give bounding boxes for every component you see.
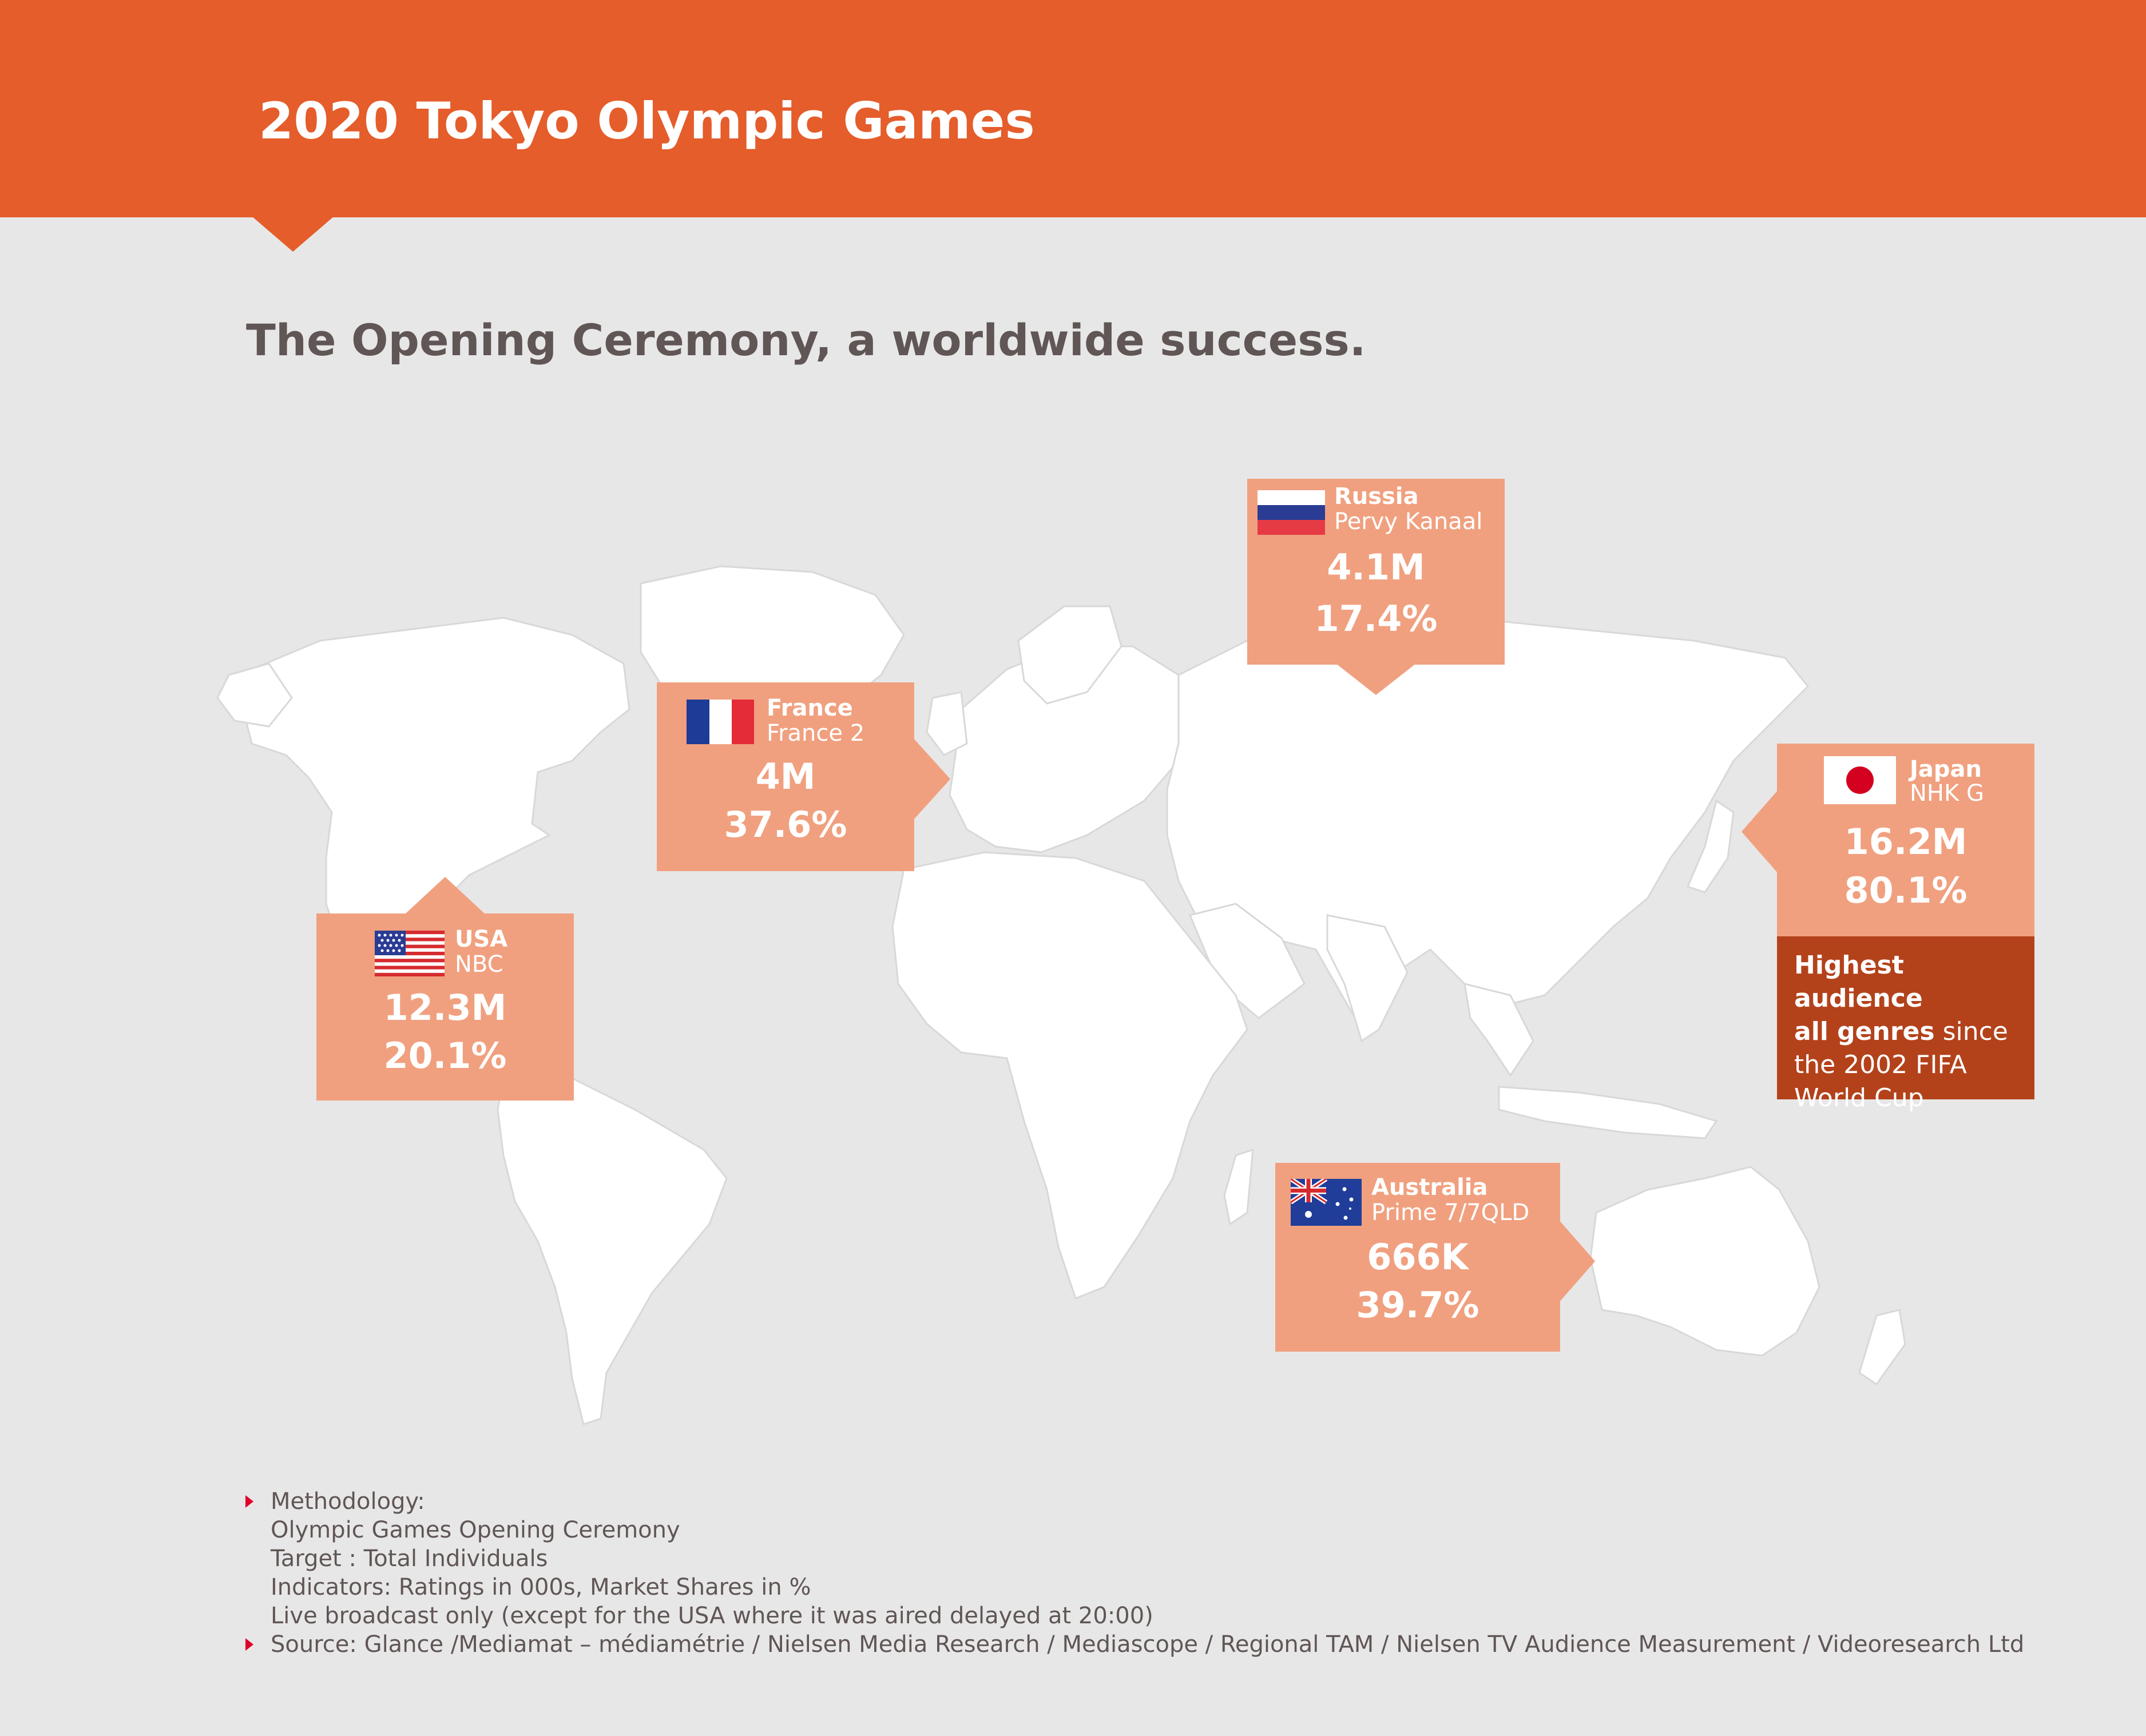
usa-flag-icon: [375, 931, 445, 976]
header-banner: [0, 0, 2146, 217]
usa-share-value: 20.1%: [383, 1035, 507, 1076]
indonesia-shape: [1498, 1086, 1718, 1139]
methodology-detail: Target : Total Individuals: [271, 1546, 548, 1572]
page-subtitle: The Opening Ceremony, a worldwide succes…: [246, 315, 1366, 366]
bullet-icon: [245, 1495, 253, 1508]
source-line: Source: Glance /Mediamat – médiamétrie /…: [243, 1630, 2024, 1659]
japan-card: Japan NHK G 16.2M 80.1%: [1777, 744, 2034, 936]
japan-note-bold-2: all genres: [1794, 1017, 1935, 1046]
source-text: Source: Glance /Mediamat – médiamétrie /…: [271, 1631, 2025, 1658]
japan-rating-value: 16.2M: [1844, 821, 1968, 863]
usa-country-label: USA: [455, 926, 508, 952]
france-rating-value: 4M: [755, 756, 816, 797]
madagascar-shape: [1223, 1148, 1254, 1226]
africa-shape: [891, 851, 1248, 1300]
japan-flag-icon: [1824, 756, 1896, 804]
france-flag-icon: [687, 700, 754, 744]
japan-note-text-3: World Cup: [1794, 1083, 1924, 1113]
japan-card-pointer: [1742, 790, 1778, 873]
header-pointer: [252, 216, 334, 252]
methodology-detail: Olympic Games Opening Ceremony: [271, 1517, 680, 1543]
south-america-shape: [497, 1074, 728, 1425]
russia-card: Russia Pervy Kanaal 4.1M 17.4%: [1247, 479, 1505, 665]
australia-country-label: Australia: [1371, 1174, 1488, 1201]
australia-card-pointer: [1559, 1220, 1595, 1302]
alaska-shape: [216, 662, 293, 728]
methodology-line: Methodology:: [243, 1487, 2024, 1516]
france-card: France France 2 4M 37.6%: [657, 682, 914, 871]
russia-country-label: Russia: [1334, 483, 1419, 510]
footnotes: Methodology: Olympic Games Opening Cerem…: [243, 1487, 2024, 1659]
france-channel-label: France 2: [767, 720, 865, 746]
russia-share-value: 17.4%: [1314, 598, 1438, 639]
australia-card: Australia Prime 7/7QLD 666K 39.7%: [1275, 1163, 1560, 1352]
scandinavia-shape: [1017, 605, 1122, 705]
japan-note-bold-1: Highest audience: [1794, 951, 1923, 1013]
australia-flag-icon: [1291, 1179, 1362, 1226]
japan-note-text-2: the 2002 FIFA: [1794, 1050, 1967, 1079]
japan-channel-label: NHK G: [1910, 780, 1984, 807]
usa-card: USA NBC 12.3M 20.1%: [316, 913, 574, 1101]
japan-shape: [1686, 799, 1735, 893]
usa-channel-label: NBC: [455, 951, 503, 978]
australia-share-value: 39.7%: [1356, 1284, 1479, 1326]
japan-highlight-note: Highest audience all genres since the 20…: [1777, 936, 2034, 1113]
new-zealand-shape: [1858, 1309, 1906, 1386]
bullet-icon: [245, 1638, 253, 1651]
russia-channel-label: Pervy Kanaal: [1334, 509, 1483, 535]
usa-card-pointer: [405, 877, 485, 914]
methodology-detail: Live broadcast only (except for the USA …: [271, 1603, 1153, 1629]
india-shape: [1326, 914, 1409, 1043]
methodology-detail: Indicators: Ratings in 000s, Market Shar…: [271, 1574, 811, 1600]
japan-country-label: Japan: [1910, 756, 1982, 782]
australia-shape: [1589, 1166, 1820, 1357]
japan-share-value: 80.1%: [1844, 869, 1968, 911]
page-title: 2020 Tokyo Olympic Games: [259, 92, 1035, 150]
methodology-label: Methodology:: [271, 1488, 425, 1515]
russia-rating-value: 4.1M: [1327, 546, 1425, 588]
france-card-pointer: [913, 738, 950, 820]
russia-flag-icon: [1258, 490, 1325, 535]
russia-card-pointer: [1336, 664, 1416, 695]
france-country-label: France: [767, 695, 853, 721]
usa-rating-value: 12.3M: [383, 987, 507, 1028]
japan-note-text-1: since: [1934, 1017, 2008, 1046]
southeast-asia-shape: [1463, 982, 1534, 1077]
france-share-value: 37.6%: [724, 804, 847, 845]
australia-channel-label: Prime 7/7QLD: [1371, 1199, 1530, 1226]
australia-rating-value: 666K: [1367, 1236, 1469, 1278]
